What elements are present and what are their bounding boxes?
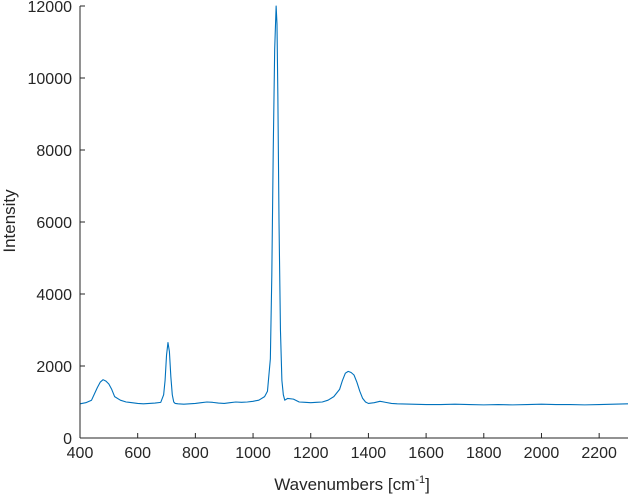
x-tick-label: 1200 [293,445,329,462]
x-axis-label: Wavenumbers [cm-1] [274,474,430,494]
x-tick-label: 1800 [466,445,502,462]
spectrum-line [79,5,629,406]
y-axis-label: Intensity [0,189,19,253]
y-tick-label: 0 [63,431,72,448]
x-axis-label-superscript: -1 [415,474,425,486]
y-tick-label: 2000 [36,359,72,376]
y-tick-label: 6000 [36,215,72,232]
y-axis-ticks: 0 2000 4000 6000 8000 10000 12000 [28,0,85,448]
x-axis-label-suffix: ] [425,475,430,494]
y-tick-label: 8000 [36,143,72,160]
x-axis-ticks: 400 600 800 1000 1200 1400 1600 1800 2000 2200 [67,433,617,462]
y-tick-label: 12000 [28,0,73,16]
x-tick-label: 1000 [235,445,271,462]
x-tick-label: 2200 [581,445,617,462]
x-tick-label: 600 [124,445,151,462]
plot-area [79,5,629,439]
y-tick-label: 4000 [36,287,72,304]
x-tick-label: 1600 [408,445,444,462]
x-tick-label: 2000 [524,445,560,462]
x-tick-label: 400 [67,445,94,462]
y-tick-label: 10000 [28,71,73,88]
x-axis-label-main: Wavenumbers [cm [274,475,415,494]
x-tick-label: 1400 [351,445,387,462]
x-tick-label: 800 [182,445,209,462]
